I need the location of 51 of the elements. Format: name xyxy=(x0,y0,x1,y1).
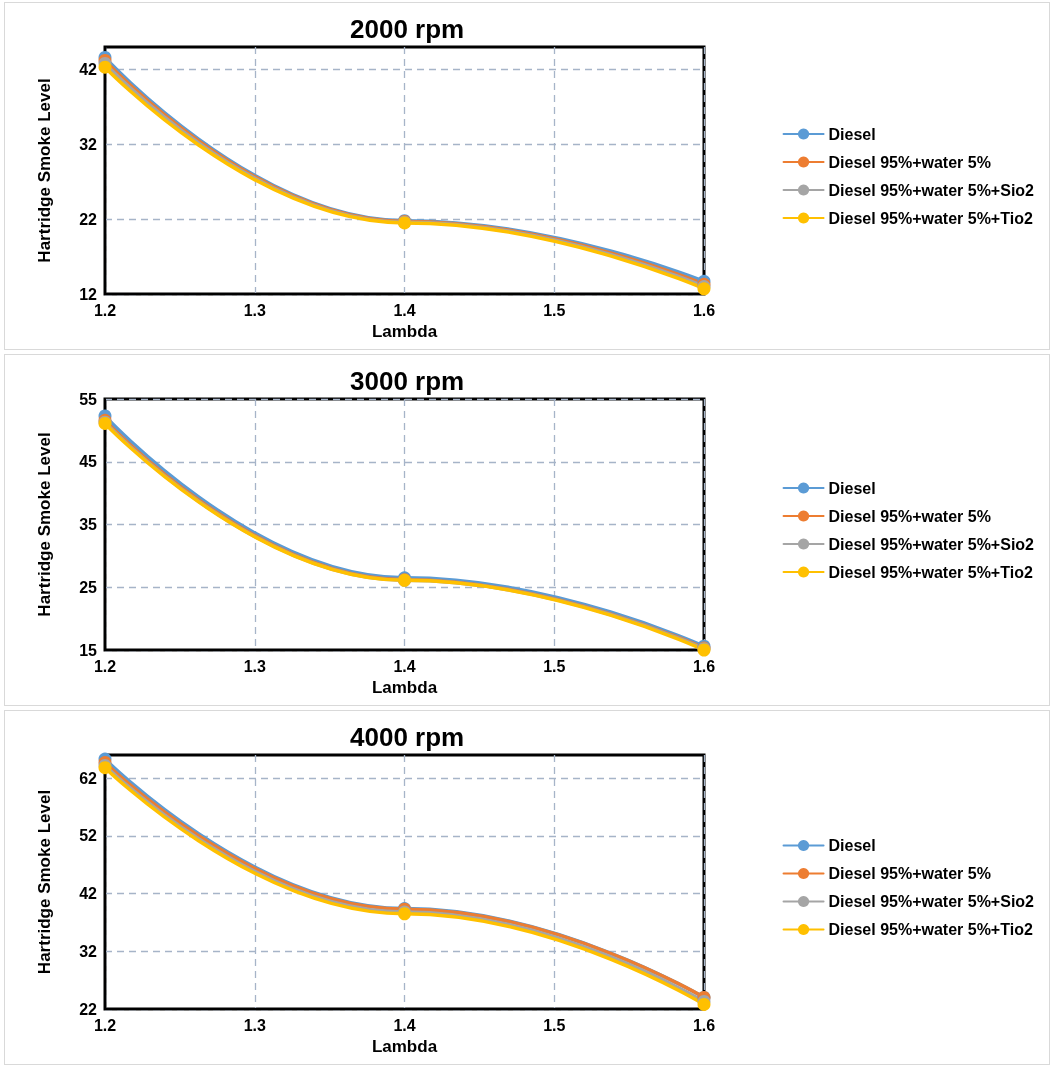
x-tick-label: 1.5 xyxy=(543,1016,566,1034)
legend-label: Diesel 95%+water 5% xyxy=(828,865,991,882)
y-tick-label: 32 xyxy=(79,135,98,153)
y-tick-label: 35 xyxy=(79,516,98,533)
legend-label: Diesel 95%+water 5%+Sio2 xyxy=(828,181,1035,199)
legend-label: Diesel 95%+water 5%+Tio2 xyxy=(828,209,1033,227)
x-axis-title: Lambda xyxy=(371,677,438,697)
legend-label: Diesel xyxy=(828,125,876,143)
x-tick-label: 1.6 xyxy=(692,1016,716,1034)
legend-label: Diesel 95%+water 5%+Sio2 xyxy=(828,893,1035,910)
y-tick-label: 22 xyxy=(79,1000,98,1018)
x-axis-title: Lambda xyxy=(371,321,438,341)
chart-title: 4000 rpm xyxy=(350,722,465,752)
y-tick-label: 25 xyxy=(79,578,98,596)
y-axis-title: Hartridge Smoke Level xyxy=(35,78,54,263)
y-axis-title: Hartridge Smoke Level xyxy=(35,432,54,617)
legend-label: Diesel 95%+water 5%+Sio2 xyxy=(828,535,1035,553)
y-tick-label: 12 xyxy=(79,285,98,303)
y-tick-label: 52 xyxy=(79,827,98,845)
y-tick-label: 32 xyxy=(79,942,98,960)
chart-title: 3000 rpm xyxy=(350,366,465,396)
x-tick-label: 1.4 xyxy=(393,657,416,675)
point xyxy=(98,60,112,74)
x-tick-label: 1.4 xyxy=(393,301,416,319)
y-tick-label: 55 xyxy=(79,390,98,408)
x-tick-label: 1.6 xyxy=(692,657,716,675)
y-tick-label: 42 xyxy=(79,885,98,903)
legend-label: Diesel xyxy=(828,837,876,854)
x-tick-label: 1.2 xyxy=(93,1016,117,1034)
x-tick-label: 1.3 xyxy=(243,657,266,675)
legend-label: Diesel xyxy=(828,479,876,497)
x-axis-title: Lambda xyxy=(371,1036,438,1056)
x-tick-label: 1.5 xyxy=(543,301,566,319)
legend-label: Diesel 95%+water 5%+Tio2 xyxy=(828,563,1033,581)
y-tick-label: 62 xyxy=(79,769,98,787)
x-tick-label: 1.3 xyxy=(243,1016,266,1034)
y-tick-label: 15 xyxy=(79,641,98,659)
x-tick-label: 1.6 xyxy=(692,301,716,319)
x-tick-label: 1.2 xyxy=(93,657,117,675)
x-tick-label: 1.4 xyxy=(393,1016,416,1034)
legend-label: Diesel 95%+water 5%+Tio2 xyxy=(828,921,1033,938)
x-tick-label: 1.3 xyxy=(243,301,266,319)
x-tick-label: 1.5 xyxy=(543,657,566,675)
y-tick-label: 45 xyxy=(79,453,98,471)
legend-label: Diesel 95%+water 5% xyxy=(828,153,991,171)
legend-label: Diesel 95%+water 5% xyxy=(828,507,991,525)
y-tick-label: 22 xyxy=(79,210,98,228)
y-tick-label: 42 xyxy=(79,60,98,78)
chart-title: 2000 rpm xyxy=(350,14,465,44)
x-tick-label: 1.2 xyxy=(93,301,117,319)
y-axis-title: Hartridge Smoke Level xyxy=(35,789,54,975)
